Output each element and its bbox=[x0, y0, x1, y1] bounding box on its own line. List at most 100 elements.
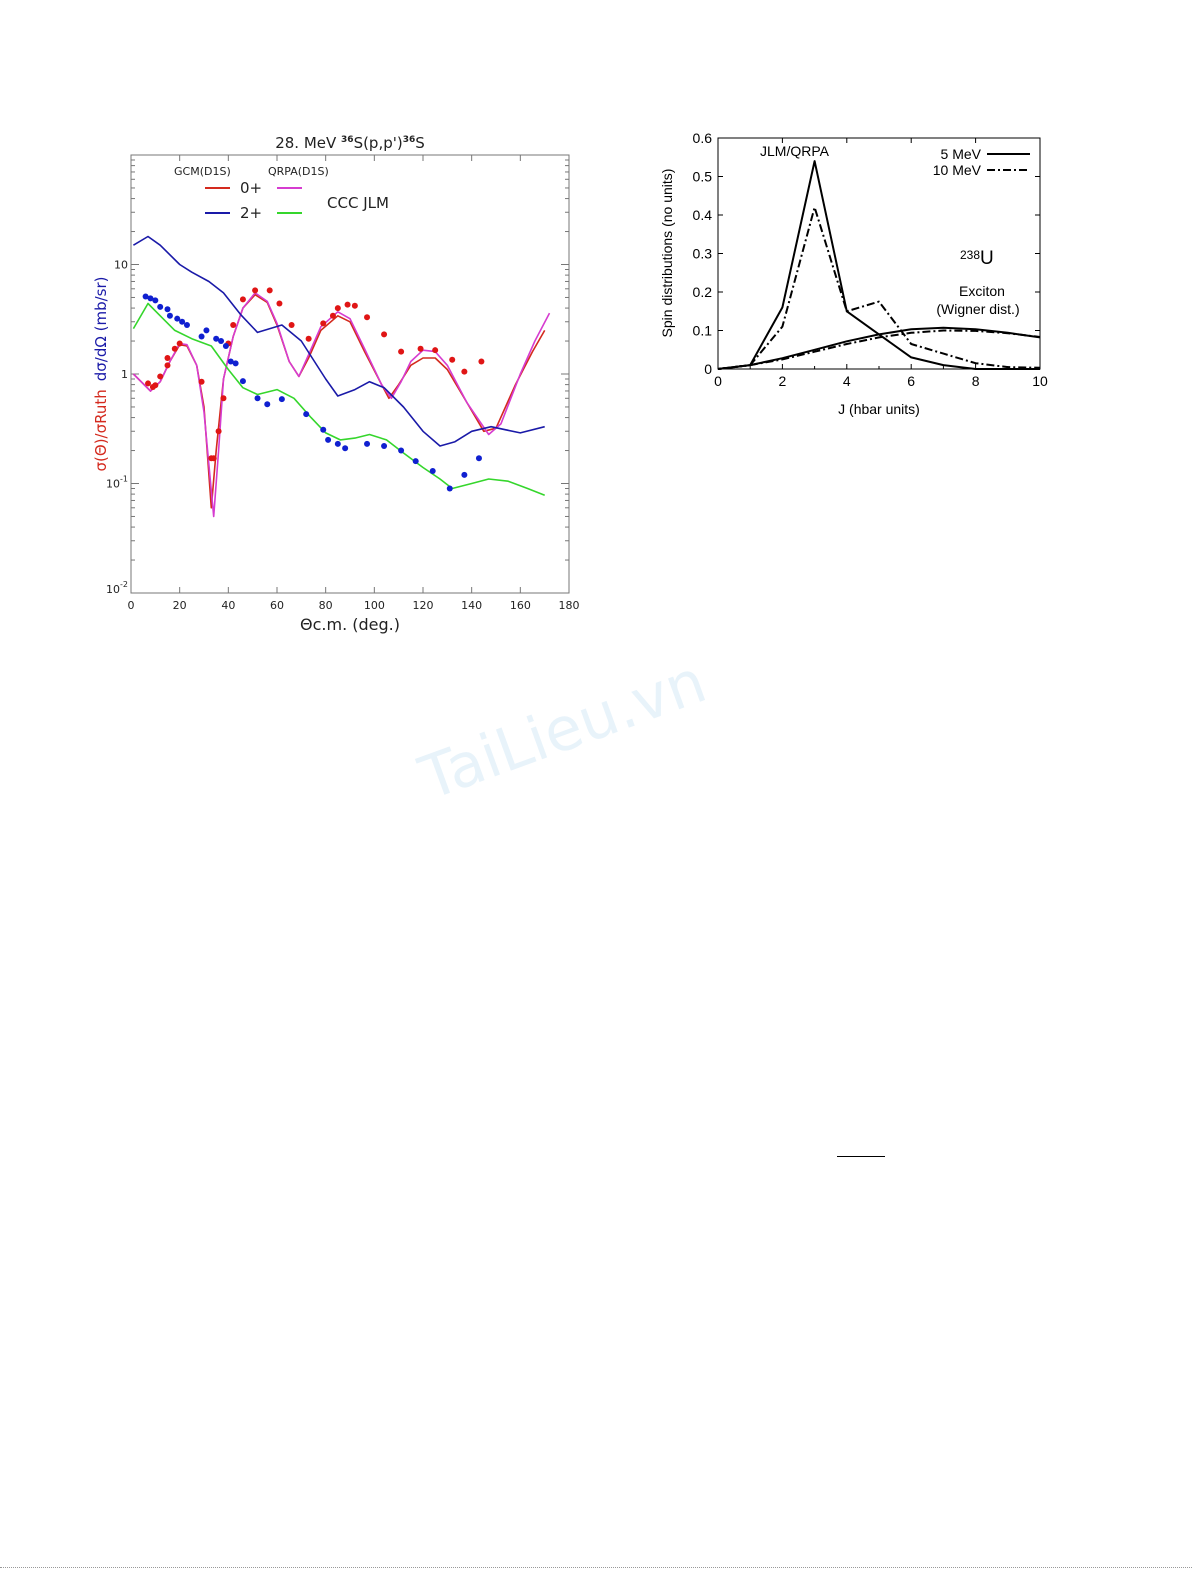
spin-distribution-chart: 0 2 4 6 8 10 0 0.1 0.2 0.3 0.4 0.5 0.6 JLM/QRPA 238U… bbox=[659, 130, 1048, 417]
x-tick-label: 100 bbox=[364, 599, 385, 612]
data-point-data-2- bbox=[213, 335, 220, 342]
data-point-data-2- bbox=[152, 297, 159, 304]
x-tick-label: 0 bbox=[714, 373, 722, 389]
data-point-data-2- bbox=[166, 312, 173, 319]
data-point-data-2- bbox=[334, 440, 341, 447]
cross-section-chart: 28. MeV 36S(p,p')36S 0 20 40 60 80 100 120 140 1… bbox=[92, 134, 580, 634]
x-tick-label: 2 bbox=[779, 373, 787, 389]
annotation-nucleus-label: 238U bbox=[960, 248, 994, 269]
x-tick-label: 180 bbox=[559, 599, 580, 612]
y-tick-label: 10 bbox=[114, 259, 128, 272]
data-point-data-0- bbox=[449, 356, 456, 363]
data-point-data-0- bbox=[215, 428, 222, 435]
y-axis-label: σ(Θ)/σRuth dσ/dΩ (mb/sr) bbox=[92, 277, 110, 472]
y-tick-label: 0.5 bbox=[693, 169, 713, 185]
data-point-data-2- bbox=[381, 443, 388, 450]
data-point-data-2- bbox=[412, 458, 419, 465]
annotation-wigner: (Wigner dist.) bbox=[936, 301, 1019, 317]
y-tick-label: 10-1 bbox=[106, 475, 128, 491]
data-point-data-0- bbox=[329, 312, 336, 319]
data-point-data-0- bbox=[364, 314, 371, 321]
data-point-data-0- bbox=[432, 347, 439, 354]
data-point-data-0- bbox=[145, 380, 152, 387]
y-tick-label: 0.3 bbox=[693, 246, 713, 262]
data-point-data-2- bbox=[198, 333, 205, 340]
legend-qrpa-header: QRPA(D1S) bbox=[268, 165, 329, 178]
data-point-data-0- bbox=[157, 373, 164, 380]
data-point-data-2- bbox=[342, 445, 349, 452]
data-point-data-0- bbox=[417, 345, 424, 352]
data-point-data-2- bbox=[364, 440, 371, 447]
x-tick-label: 60 bbox=[270, 599, 284, 612]
data-point-data-2- bbox=[461, 471, 468, 478]
legend-row-2plus: 2+ bbox=[240, 204, 262, 222]
data-point-data-0- bbox=[381, 331, 388, 338]
data-point-data-2- bbox=[203, 327, 210, 334]
page-bottom-border bbox=[0, 1567, 1192, 1568]
series-line-gcm-0- bbox=[132, 293, 546, 509]
watermark: TaiLieu.vn bbox=[410, 646, 715, 814]
data-point-data-0- bbox=[344, 301, 351, 308]
data-point-data-0- bbox=[220, 395, 227, 402]
data-point-data-0- bbox=[164, 354, 171, 361]
x-tick-label: 120 bbox=[413, 599, 434, 612]
y-tick-label: 0.2 bbox=[693, 284, 713, 300]
y-axis-label-cross-section: dσ/dΩ (mb/sr) bbox=[92, 277, 110, 382]
series-line-qrpa-0- bbox=[132, 292, 551, 518]
x-tick-label: 20 bbox=[173, 599, 187, 612]
series-line-jlm-2- bbox=[132, 302, 545, 497]
data-point-data-0- bbox=[334, 305, 341, 312]
data-point-data-2- bbox=[157, 303, 164, 310]
data-point-data-0- bbox=[288, 322, 295, 329]
data-point-data-0- bbox=[320, 320, 327, 327]
annotation-jlm-qrpa: JLM/QRPA bbox=[760, 143, 830, 159]
x-tick-label: 160 bbox=[510, 599, 531, 612]
data-point-data-2- bbox=[222, 343, 229, 350]
data-point-data-0- bbox=[230, 322, 237, 329]
data-point-data-0- bbox=[478, 358, 485, 365]
data-point-data-0- bbox=[252, 287, 259, 294]
chart-title: 28. MeV 36S(p,p')36S bbox=[275, 134, 425, 152]
data-point-data-2- bbox=[303, 411, 310, 418]
x-tick-label: 6 bbox=[907, 373, 915, 389]
y-tick-label: 1 bbox=[121, 368, 128, 381]
data-point-data-0- bbox=[305, 335, 312, 342]
data-point-data-2- bbox=[429, 468, 436, 475]
data-point-data-2- bbox=[147, 295, 154, 302]
x-tick-label: 10 bbox=[1032, 373, 1048, 389]
y-tick-label: 0.6 bbox=[693, 130, 713, 146]
data-point-data-2- bbox=[398, 447, 405, 454]
plot-frame bbox=[130, 154, 570, 594]
data-point-data-2- bbox=[142, 293, 149, 300]
y-tick-label: 0.1 bbox=[693, 323, 713, 339]
data-point-data-2- bbox=[179, 318, 186, 325]
data-point-data-2- bbox=[239, 378, 246, 385]
data-point-data-0- bbox=[351, 302, 358, 309]
y-tick-label: 0.4 bbox=[693, 207, 713, 223]
x-axis-label: Θc.m. (deg.) bbox=[300, 615, 400, 634]
data-point-data-0- bbox=[266, 287, 273, 294]
series-line-gcm-2- bbox=[132, 235, 545, 447]
data-point-data-0- bbox=[276, 300, 283, 307]
data-point-data-2- bbox=[475, 455, 482, 462]
legend-ccc-jlm: CCC JLM bbox=[327, 194, 389, 212]
data-point-data-2- bbox=[325, 436, 332, 443]
data-point-data-2- bbox=[320, 426, 327, 433]
data-point-data-0- bbox=[461, 368, 468, 375]
data-point-data-2- bbox=[174, 315, 181, 322]
legend-5mev: 5 MeV bbox=[941, 146, 982, 162]
x-axis-label: J (hbar units) bbox=[838, 401, 920, 417]
data-point-data-0- bbox=[239, 296, 246, 303]
data-point-data-2- bbox=[264, 401, 271, 408]
x-tick-label: 0 bbox=[128, 599, 135, 612]
x-tick-label: 8 bbox=[972, 373, 980, 389]
data-point-data-2- bbox=[446, 485, 453, 492]
data-point-data-0- bbox=[164, 362, 171, 369]
data-point-data-2- bbox=[278, 396, 285, 403]
data-point-data-2- bbox=[183, 322, 190, 329]
data-point-data-0- bbox=[152, 382, 159, 389]
data-point-data-0- bbox=[398, 348, 405, 355]
annotation-exciton: Exciton bbox=[959, 283, 1005, 299]
legend-10mev: 10 MeV bbox=[933, 162, 982, 178]
